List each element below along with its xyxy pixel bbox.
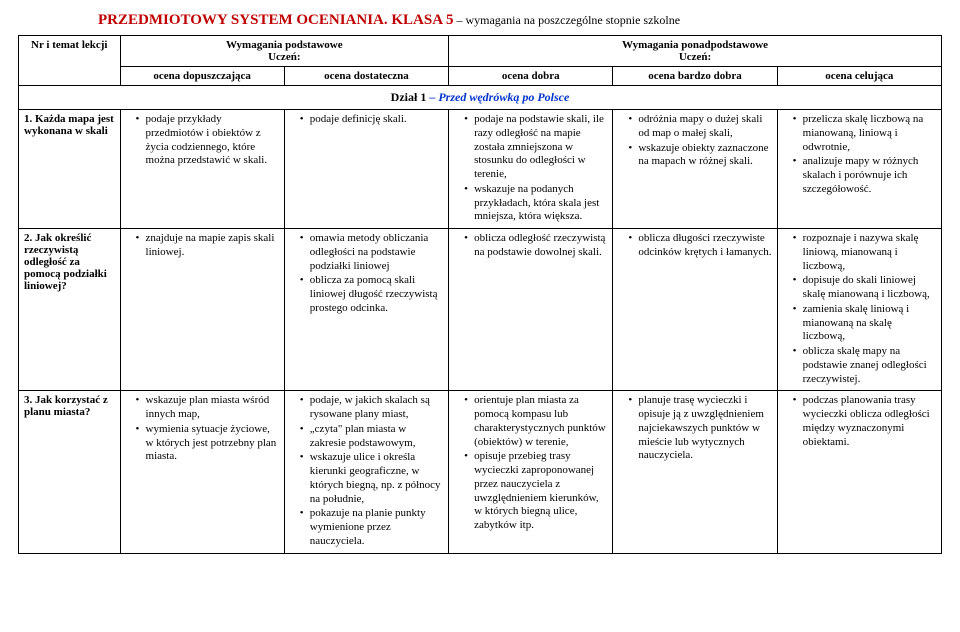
cell-dopuszczajaca-list: znajduje na mapie zapis skali liniowej. <box>126 232 279 260</box>
cell-dopuszczajaca-item: podaje przykłady przedmiotów i obiektów … <box>138 113 279 168</box>
header-grade-5: ocena celująca <box>777 67 941 86</box>
cell-bardzo-dobra-list: odróżnia mapy o dużej skali od map o mał… <box>618 113 771 169</box>
cell-dopuszczajaca: wskazuje plan miasta wśród innych map,wy… <box>120 391 284 553</box>
cell-dopuszczajaca-item: wskazuje plan miasta wśród innych map, <box>138 394 279 422</box>
cell-bardzo-dobra: planuje trasę wycieczki i opisuje ją z u… <box>613 391 777 553</box>
cell-celujaca: podczas planowania trasy wycieczki oblic… <box>777 391 941 553</box>
cell-celujaca-item: rozpoznaje i nazywa skalę liniową, miano… <box>795 232 936 273</box>
header-row-1: Nr i temat lekcji Wymagania podstawoweUc… <box>19 36 942 67</box>
cell-dobra-item: opisuje przebieg trasy wycieczki zapropo… <box>466 450 607 533</box>
cell-dopuszczajaca-list: wskazuje plan miasta wśród innych map,wy… <box>126 394 279 464</box>
cell-dostateczna-list: omawia metody obliczania odległości na p… <box>290 232 443 316</box>
cell-bardzo-dobra-item: wskazuje obiekty zaznaczone na mapach w … <box>630 142 771 170</box>
cell-bardzo-dobra: odróżnia mapy o dużej skali od map o mał… <box>613 110 777 229</box>
cell-dopuszczajaca-item: znajduje na mapie zapis skali liniowej. <box>138 232 279 260</box>
cell-dobra-item: podaje na podstawie skali, ile razy odle… <box>466 113 607 182</box>
cell-dostateczna: podaje definicję skali. <box>284 110 448 229</box>
header-extended: Wymagania ponadpodstawoweUczeń: <box>449 36 942 67</box>
cell-dobra-item: orientuje plan miasta za pomocą kompasu … <box>466 394 607 449</box>
cell-dostateczna-item: „czyta" plan miasta w zakresie podstawow… <box>302 423 443 451</box>
cell-celujaca: przelicza skalę liczbową na mianowaną, l… <box>777 110 941 229</box>
section-row: Dział 1 – Przed wędrówką po Polsce <box>19 86 942 110</box>
cell-dostateczna-item: pokazuje na planie punkty wymienione prz… <box>302 507 443 548</box>
cell-bardzo-dobra: oblicza długości rzeczywiste odcinków kr… <box>613 229 777 391</box>
topic-cell: 2. Jak określić rzeczywistą odległość za… <box>19 229 121 391</box>
cell-dopuszczajaca: znajduje na mapie zapis skali liniowej. <box>120 229 284 391</box>
page-title: PRZEDMIOTOWY SYSTEM OCENIANIA. KLASA 5 –… <box>18 12 942 29</box>
cell-dobra: orientuje plan miasta za pomocą kompasu … <box>449 391 613 553</box>
cell-celujaca-item: analizuje mapy w różnych skalach i porów… <box>795 155 936 196</box>
cell-dostateczna-item: omawia metody obliczania odległości na p… <box>302 232 443 273</box>
cell-dostateczna-list: podaje definicję skali. <box>290 113 443 127</box>
cell-dostateczna-item: wskazuje ulice i określa kierunki geogra… <box>302 451 443 506</box>
cell-celujaca-item: oblicza skalę mapy na podstawie znanej o… <box>795 345 936 386</box>
header-topic: Nr i temat lekcji <box>19 36 121 86</box>
header-grade-2: ocena dostateczna <box>284 67 448 86</box>
table-row: 1. Każda mapa jest wykonana w skali podaj… <box>19 110 942 229</box>
cell-dobra: podaje na podstawie skali, ile razy odle… <box>449 110 613 229</box>
cell-dobra-item: wskazuje na podanych przykładach, która … <box>466 183 607 224</box>
cell-dobra-list: oblicza odległość rzeczywistą na podstaw… <box>454 232 607 260</box>
cell-dobra: oblicza odległość rzeczywistą na podstaw… <box>449 229 613 391</box>
cell-celujaca-item: przelicza skalę liczbową na mianowaną, l… <box>795 113 936 154</box>
cell-celujaca-list: przelicza skalę liczbową na mianowaną, l… <box>783 113 936 197</box>
cell-celujaca-item: podczas planowania trasy wycieczki oblic… <box>795 394 936 449</box>
cell-dobra-list: orientuje plan miasta za pomocą kompasu … <box>454 394 607 533</box>
header-basic: Wymagania podstawoweUczeń: <box>120 36 449 67</box>
cell-celujaca-list: podczas planowania trasy wycieczki oblic… <box>783 394 936 449</box>
header-grade-3: ocena dobra <box>449 67 613 86</box>
header-extended-text: Wymagania ponadpodstawoweUczeń: <box>622 39 768 63</box>
cell-dostateczna-list: podaje, w jakich skalach są rysowane pla… <box>290 394 443 548</box>
header-grade-4: ocena bardzo dobra <box>613 67 777 86</box>
cell-dopuszczajaca: podaje przykłady przedmiotów i obiektów … <box>120 110 284 229</box>
title-sub: – wymagania na poszczególne stopnie szko… <box>453 13 680 27</box>
cell-bardzo-dobra-list: oblicza długości rzeczywiste odcinków kr… <box>618 232 771 260</box>
criteria-table: Nr i temat lekcji Wymagania podstawoweUc… <box>18 35 942 554</box>
cell-dopuszczajaca-item: wymienia sytuacje życiowe, w których jes… <box>138 423 279 464</box>
table-row: 2. Jak określić rzeczywistą odległość za… <box>19 229 942 391</box>
cell-bardzo-dobra-item: oblicza długości rzeczywiste odcinków kr… <box>630 232 771 260</box>
cell-celujaca-item: zamienia skalę liniową i mianowaną na sk… <box>795 303 936 344</box>
cell-celujaca-list: rozpoznaje i nazywa skalę liniową, miano… <box>783 232 936 386</box>
topic-cell: 1. Każda mapa jest wykonana w skali <box>19 110 121 229</box>
cell-dostateczna-item: oblicza za pomocą skali liniowej długość… <box>302 274 443 315</box>
cell-celujaca: rozpoznaje i nazywa skalę liniową, miano… <box>777 229 941 391</box>
cell-bardzo-dobra-item: odróżnia mapy o dużej skali od map o mał… <box>630 113 771 141</box>
title-main: PRZEDMIOTOWY SYSTEM OCENIANIA. KLASA 5 <box>98 12 453 28</box>
table-row: 3. Jak korzystać z planu miasta?wskazuje… <box>19 391 942 553</box>
section-name: – Przed wędrówką po Polsce <box>429 90 569 104</box>
cell-celujaca-item: dopisuje do skali liniowej skalę mianowa… <box>795 274 936 302</box>
section-number: Dział 1 <box>391 90 430 104</box>
header-row-2: ocena dopuszczająca ocena dostateczna oc… <box>19 67 942 86</box>
cell-dostateczna: podaje, w jakich skalach są rysowane pla… <box>284 391 448 553</box>
cell-bardzo-dobra-list: planuje trasę wycieczki i opisuje ją z u… <box>618 394 771 463</box>
cell-dobra-list: podaje na podstawie skali, ile razy odle… <box>454 113 607 224</box>
header-grade-1: ocena dopuszczająca <box>120 67 284 86</box>
cell-dopuszczajaca-list: podaje przykłady przedmiotów i obiektów … <box>126 113 279 168</box>
cell-bardzo-dobra-item: planuje trasę wycieczki i opisuje ją z u… <box>630 394 771 463</box>
section-title: Dział 1 – Przed wędrówką po Polsce <box>19 86 942 110</box>
cell-dostateczna-item: podaje, w jakich skalach są rysowane pla… <box>302 394 443 422</box>
cell-dobra-item: oblicza odległość rzeczywistą na podstaw… <box>466 232 607 260</box>
header-basic-text: Wymagania podstawoweUczeń: <box>226 39 343 63</box>
cell-dostateczna: omawia metody obliczania odległości na p… <box>284 229 448 391</box>
cell-dostateczna-item: podaje definicję skali. <box>302 113 443 127</box>
topic-cell: 3. Jak korzystać z planu miasta? <box>19 391 121 553</box>
